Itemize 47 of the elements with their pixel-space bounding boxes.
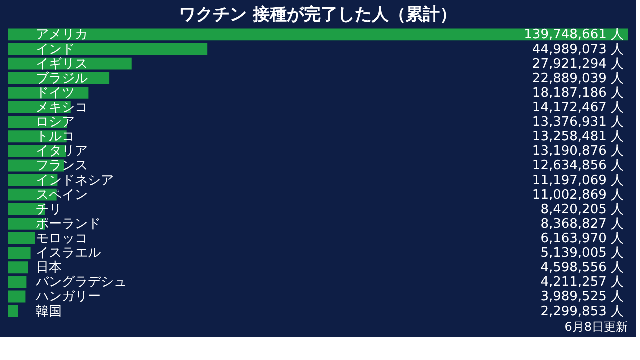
y-tick-label: ドイツ	[36, 86, 75, 101]
data-label: 13,376,931 人	[532, 115, 624, 130]
bar	[8, 305, 18, 318]
y-tick-label: アメリカ	[36, 28, 88, 43]
y-tick-label: イギリス	[36, 56, 88, 72]
bar	[8, 43, 208, 56]
bar	[8, 262, 28, 274]
data-label: 14,172,467 人	[532, 100, 624, 116]
y-tick-label: ロシア	[36, 115, 75, 130]
data-label: 6,163,970 人	[540, 232, 624, 247]
y-tick-label: インド	[36, 42, 75, 58]
data-label: 12,634,856 人	[532, 158, 624, 174]
data-label: 5,139,005 人	[540, 246, 624, 262]
y-tick-label: イタリア	[36, 144, 88, 160]
data-label: 11,002,869 人	[532, 188, 624, 203]
data-label: 8,420,205 人	[540, 202, 624, 218]
bar	[8, 276, 27, 288]
y-tick-label: モロッコ	[36, 232, 88, 247]
text: 6月8日更新	[564, 320, 628, 334]
data-label: 13,190,876 人	[532, 144, 624, 160]
y-tick-label: フランス	[36, 158, 88, 174]
bar	[8, 86, 89, 99]
y-tick-label: ハンガリー	[35, 290, 101, 305]
bar	[8, 28, 628, 41]
data-label: 27,921,294 人	[532, 56, 624, 72]
y-tick-label: ブラジル	[36, 71, 88, 86]
data-label: 4,598,556 人	[540, 260, 624, 276]
data-label: 44,989,073 人	[532, 42, 624, 58]
bar	[8, 58, 132, 70]
data-label: 2,299,853 人	[540, 304, 624, 320]
data-label: 139,748,661 人	[524, 28, 624, 43]
data-label: 22,889,039 人	[532, 71, 624, 86]
data-label: 18,187,186 人	[532, 86, 624, 101]
data-label: 11,197,069 人	[532, 173, 624, 188]
data-label: 13,258,481 人	[532, 130, 624, 145]
y-tick-label: 日本	[36, 260, 62, 276]
data-label: 4,211,257 人	[540, 275, 624, 290]
data-label: 3,989,525 人	[540, 290, 624, 305]
bar	[8, 247, 31, 260]
y-tick-label: イスラエル	[36, 246, 101, 262]
y-tick-label: 韓国	[36, 304, 62, 320]
data-label: 8,368,827 人	[540, 216, 624, 232]
bar	[8, 232, 36, 244]
y-tick-label: トルコ	[36, 130, 75, 145]
y-tick-label: バングラデシュ	[35, 275, 127, 290]
bar	[8, 290, 26, 303]
chart-title: ワクチン 接種が完了した人（累計）	[179, 5, 457, 25]
